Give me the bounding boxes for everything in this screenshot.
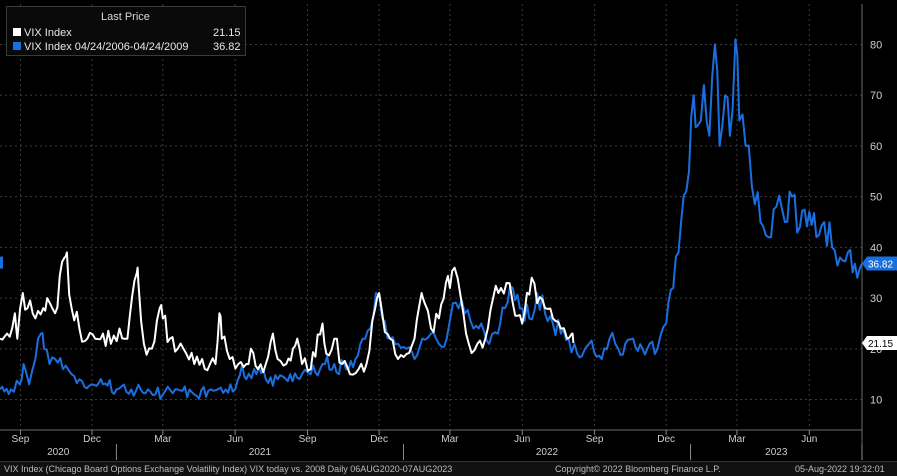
x-tick-label: Jun [801,434,817,445]
footer-timestamp: 05-Aug-2022 19:32:01 [795,464,885,474]
x-year-label: 2022 [536,447,559,458]
y-tick-label: 10 [870,395,882,407]
y-tick-label: 30 [870,293,882,305]
legend-item-vix-2006-2009[interactable]: VIX Index 04/24/2006-04/24/2009 36.82 [13,41,241,54]
last-value-labels: 21.15 36.82 [0,256,897,350]
legend-item-label: VIX Index 04/24/2006-04/24/2009 [24,41,189,53]
last-value-label: 36.82 [868,259,893,270]
x-tick-label: Jun [227,434,243,445]
series-lines [0,38,863,400]
x-year-label: 2020 [47,447,70,458]
x-tick-label: Dec [657,434,675,445]
x-tick-label: Sep [299,434,317,445]
x-tick-label: Dec [83,434,101,445]
legend-item-label: VIX Index [24,27,72,39]
legend-swatch-white [13,28,21,36]
y-tick-label: 50 [870,192,882,204]
series-line-vix-index [0,251,575,376]
last-value-tag [862,256,897,271]
x-tick-label: Mar [154,434,172,445]
x-axis: Sep Dec Mar Jun Sep Dec Mar Jun Sep Dec Mar Jun 2020… [0,429,863,460]
legend-header: Last Price [101,11,150,23]
x-tick-label: Mar [441,434,459,445]
x-year-label: 2021 [249,447,272,458]
legend-item-vix-index[interactable]: VIX Index 21.15 [13,27,241,40]
x-tick-label: Mar [728,434,746,445]
y-tick-label: 40 [870,242,882,254]
legend-item-value: 21.15 [213,27,241,39]
x-tick-label: Jun [514,434,530,445]
footer-copyright: Copyright© 2022 Bloomberg Finance L.P. [555,464,721,474]
y-tick-label: 70 [870,90,882,102]
last-value-label: 21.15 [868,339,893,350]
x-tick-label: Sep [12,434,30,445]
vix-line-chart: 1020304050607080 SepDecMarJunSepDecMarJu… [0,4,897,460]
footer-bar: VIX Index (Chicago Board Options Exchang… [0,461,897,476]
left-edge-marker [0,256,3,269]
legend-item-value: 36.82 [213,41,241,53]
legend-swatch-blue [13,42,21,50]
series-line-vix-2006-2009 [0,38,863,400]
last-value-tag [862,335,897,350]
x-year-label: 2023 [765,447,788,458]
x-tick-label: Dec [370,434,388,445]
y-tick-label: 80 [870,39,882,51]
footer-description: VIX Index (Chicago Board Options Exchang… [4,464,453,474]
x-tick-label: Sep [586,434,604,445]
legend: Last Price VIX Index 21.15 VIX Index 04/… [6,6,246,56]
y-tick-label: 60 [870,141,882,153]
